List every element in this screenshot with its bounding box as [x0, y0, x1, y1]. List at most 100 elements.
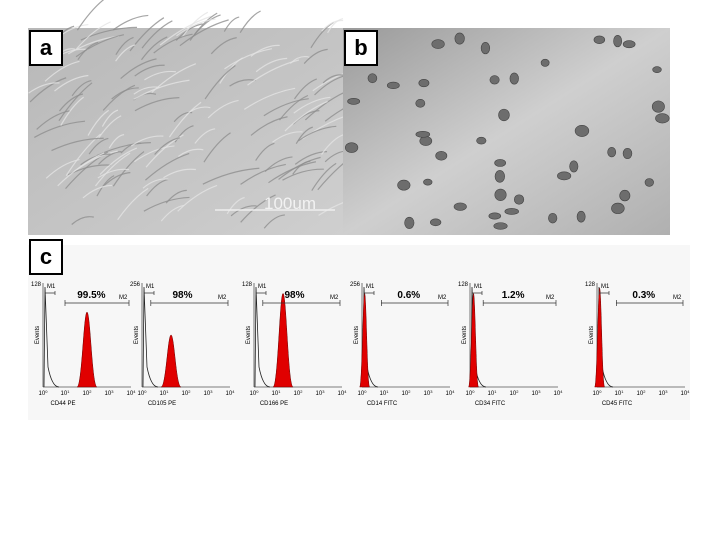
- x-tick-label: 100: [250, 389, 260, 397]
- cell-streak: [129, 17, 165, 52]
- cell-streak: [80, 26, 138, 41]
- cell-streak: [58, 93, 84, 112]
- cell-streak: [145, 152, 190, 181]
- cell-streak: [111, 87, 139, 100]
- x-tick-label: 101: [61, 389, 71, 397]
- cell-streak: [168, 101, 202, 138]
- cell-streak: [60, 96, 84, 126]
- control-curve: [43, 286, 60, 388]
- cell-streak: [140, 36, 168, 61]
- control-curve: [142, 286, 159, 388]
- x-tick-label: 104: [226, 389, 236, 397]
- cell-streak: [240, 163, 286, 185]
- cell-streak: [204, 64, 236, 100]
- x-tick-label: 102: [83, 389, 93, 397]
- scale-bar-label: 100um: [264, 194, 316, 213]
- cell-streak: [178, 148, 204, 158]
- percent-label: 1.2%: [502, 290, 525, 301]
- x-tick-label: 101: [488, 389, 498, 397]
- nucleus: [386, 81, 400, 90]
- nucleus: [557, 171, 572, 181]
- nucleus: [622, 147, 633, 160]
- y-axis-label: Events: [35, 326, 41, 344]
- cell-streak: [112, 14, 149, 31]
- x-tick-label: 103: [204, 389, 214, 397]
- x-tick-label: 103: [424, 389, 434, 397]
- nucleus: [622, 40, 636, 49]
- gate-m2-label: M2: [546, 295, 555, 301]
- nucleus: [498, 108, 510, 122]
- nucleus: [430, 218, 442, 227]
- nucleus: [415, 98, 426, 108]
- cell-streak: [115, 36, 134, 56]
- cell-streak: [29, 77, 67, 103]
- cell-streak: [120, 58, 157, 79]
- gate-m2-label: M2: [330, 295, 339, 301]
- cell-streak: [97, 168, 130, 179]
- gate-m1-label: M1: [366, 284, 375, 290]
- cell-streak: [255, 142, 275, 161]
- gate-m1-label: M1: [146, 284, 155, 290]
- cell-streak: [115, 44, 136, 62]
- cell-streak: [239, 10, 261, 34]
- nucleus: [494, 170, 505, 183]
- x-tick-label: 103: [105, 389, 115, 397]
- y-max-label: 256: [350, 282, 361, 288]
- label-box: [344, 30, 378, 66]
- cell-streak: [181, 11, 209, 38]
- cell-streak: [102, 171, 131, 187]
- y-max-label: 128: [31, 282, 42, 288]
- percent-label: 98%: [172, 290, 192, 301]
- cell-streak: [278, 156, 321, 180]
- cell-streak: [102, 84, 136, 111]
- panel-label: b: [354, 35, 367, 60]
- gate-m1-label: M1: [47, 284, 56, 290]
- label-box: [29, 30, 63, 66]
- cell-streak: [321, 133, 345, 155]
- control-curve: [254, 286, 271, 388]
- y-axis-label: Events: [354, 326, 360, 344]
- gate-m1-label: M1: [601, 284, 610, 290]
- nucleus: [435, 151, 448, 161]
- nucleus: [489, 75, 500, 85]
- nucleus: [652, 66, 662, 73]
- nucleus: [655, 113, 670, 124]
- label-box: [29, 239, 63, 275]
- cell-streak: [240, 194, 276, 223]
- cell-streak: [279, 94, 309, 121]
- cell-streak: [97, 115, 122, 140]
- cell-streak: [174, 125, 194, 143]
- x-tick-label: 101: [160, 389, 170, 397]
- stained-peak: [594, 287, 605, 388]
- cell-streak: [210, 37, 237, 55]
- gate-m1: [363, 291, 375, 295]
- nucleus: [453, 202, 467, 211]
- nucleus: [344, 142, 359, 153]
- cell-streak: [76, 0, 105, 31]
- cell-streak: [243, 87, 296, 110]
- cell-streak: [58, 82, 93, 122]
- nucleus: [418, 78, 430, 88]
- gate-m1: [44, 291, 56, 295]
- x-axis-label: CD44 PE: [50, 401, 75, 407]
- cell-streak: [153, 33, 193, 54]
- stained-peak: [359, 293, 370, 388]
- cell-streak: [54, 74, 89, 92]
- nucleus: [611, 202, 625, 214]
- cell-streak: [112, 151, 145, 187]
- nucleus: [613, 34, 623, 48]
- cell-streak: [117, 187, 149, 221]
- x-tick-label: 104: [127, 389, 137, 397]
- cell-streak: [77, 41, 99, 61]
- cell-streak: [284, 100, 328, 132]
- gate-m2-label: M2: [673, 295, 682, 301]
- percent-label: 98%: [284, 290, 304, 301]
- y-axis-label: Events: [134, 326, 140, 344]
- nucleus: [509, 72, 519, 85]
- gate-m2: [381, 300, 449, 306]
- nucleus: [494, 159, 507, 167]
- cell-streak: [101, 109, 119, 127]
- y-max-label: 128: [585, 282, 596, 288]
- cell-streak: [263, 214, 285, 229]
